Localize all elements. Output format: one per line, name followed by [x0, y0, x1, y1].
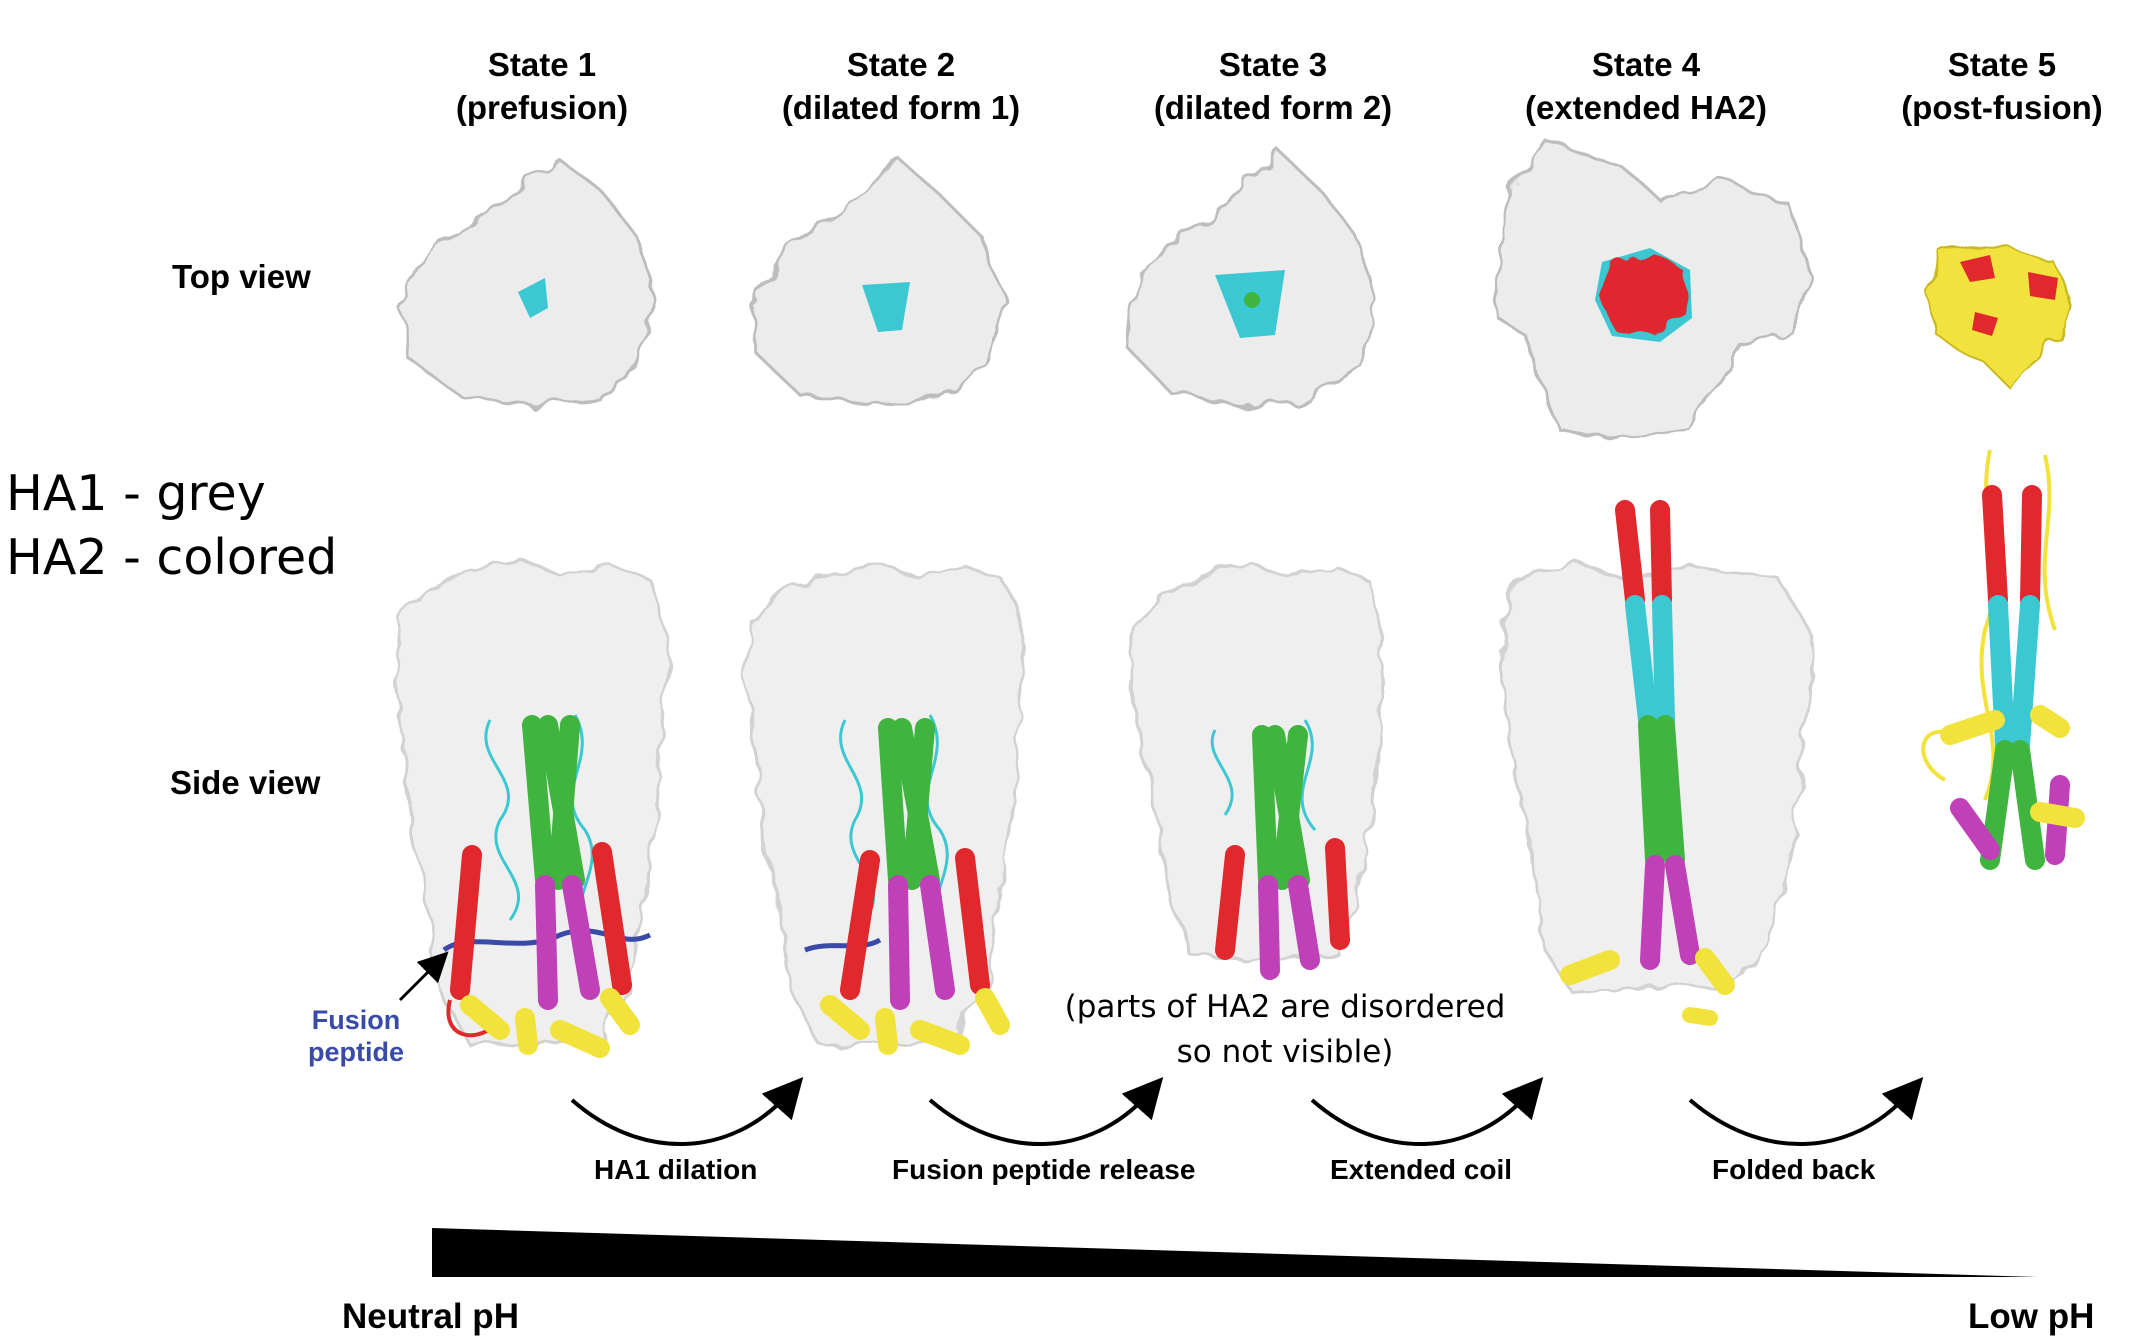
state-5-title: State 5 (post-fusion) [1812, 43, 2132, 129]
top-view-state-3 [1126, 149, 1377, 407]
fusion-peptide-label: Fusion peptide [286, 1004, 426, 1068]
transition-label-3: Extended coil [1330, 1154, 1513, 1185]
state-5-subtitle: (post-fusion) [1901, 89, 2103, 126]
state-2-name: State 2 [846, 46, 956, 83]
transition-arrow-4 [1688, 1077, 1924, 1147]
side-view-state-1 [393, 558, 672, 1058]
side-view-state-3 [1128, 560, 1387, 980]
state-4-name: State 4 [1591, 46, 1701, 83]
transition-arrow-2 [928, 1077, 1164, 1147]
state-1-name: State 1 [487, 46, 597, 83]
state-2-title: State 2 (dilated form 1) [711, 43, 1091, 129]
ph-gradient-wedge [432, 1228, 2038, 1277]
top-view-state-2 [750, 158, 1007, 407]
state-5-name: State 5 [1947, 46, 2057, 83]
fusion-peptide-arrow [398, 951, 449, 1002]
state-4-title: State 4 (extended HA2) [1456, 43, 1836, 129]
side-view-label: Side view [170, 764, 321, 801]
top-view-label: Top view [172, 258, 311, 295]
state-1-title: State 1 (prefusion) [352, 43, 732, 129]
low-ph-label: Low pH [1968, 1297, 2095, 1336]
state-3-title: State 3 (dilated form 2) [1083, 43, 1463, 129]
transition-label-1: HA1 dilation [594, 1154, 758, 1185]
disorder-note: (parts of HA2 are disordered so not visi… [1060, 985, 1510, 1075]
state-2-subtitle: (dilated form 1) [781, 89, 1021, 126]
state-4-subtitle: (extended HA2) [1524, 89, 1768, 126]
fusion-peptide-line-2: peptide [307, 1037, 404, 1067]
side-view-state-4 [1498, 500, 1817, 1026]
transition-label-4: Folded back [1712, 1154, 1876, 1185]
side-view-state-2 [743, 560, 1027, 1055]
neutral-ph-label: Neutral pH [342, 1297, 519, 1336]
top-view-state-1 [398, 158, 657, 407]
fusion-peptide-line-1: Fusion [311, 1005, 401, 1035]
legend-ha1: HA1 - grey [6, 465, 266, 522]
disorder-note-line-1: (parts of HA2 are disordered [1064, 989, 1506, 1025]
side-view-state-5 [1921, 449, 2085, 870]
color-legend: HA1 - grey HA2 - colored [6, 462, 337, 590]
state-3-name: State 3 [1218, 46, 1328, 83]
disorder-note-line-2: so not visible) [1176, 1034, 1394, 1070]
transition-label-2: Fusion peptide release [892, 1154, 1196, 1185]
transition-arrow-3 [1310, 1077, 1544, 1147]
state-3-subtitle: (dilated form 2) [1153, 89, 1393, 126]
top-view-state-5 [1923, 243, 2074, 390]
transition-arrow-1 [570, 1077, 804, 1147]
top-view-state-4 [1493, 138, 1812, 442]
legend-ha2: HA2 - colored [6, 529, 338, 586]
state-1-subtitle: (prefusion) [455, 89, 629, 126]
